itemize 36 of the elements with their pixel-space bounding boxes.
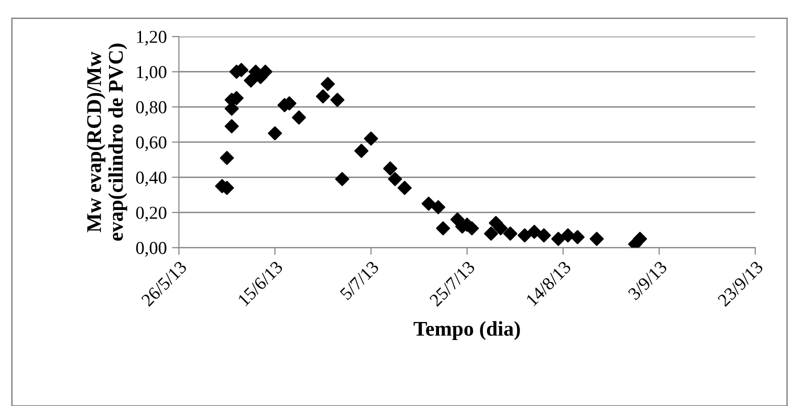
point bbox=[335, 172, 350, 186]
point bbox=[436, 221, 450, 236]
y-tick-label: 0,80 bbox=[136, 101, 166, 116]
point bbox=[536, 228, 551, 242]
point bbox=[518, 228, 532, 242]
point bbox=[632, 232, 648, 246]
point bbox=[494, 221, 508, 236]
point bbox=[431, 200, 446, 214]
point bbox=[316, 89, 330, 104]
point bbox=[244, 73, 258, 88]
point bbox=[388, 172, 402, 186]
point bbox=[590, 232, 604, 246]
point bbox=[354, 144, 368, 158]
point bbox=[422, 196, 436, 211]
point bbox=[364, 132, 378, 146]
point bbox=[292, 110, 306, 125]
point bbox=[320, 76, 335, 92]
point bbox=[220, 150, 234, 165]
y-axis-title: Mw evap(RCD)/Mw evap(cilindro de PVC) bbox=[86, 44, 128, 241]
point bbox=[551, 232, 566, 246]
x-axis-title: Tempo (dia) bbox=[414, 321, 520, 340]
y-tick-label: 0,40 bbox=[136, 172, 166, 186]
point bbox=[224, 119, 239, 134]
y-tick-label: 0,60 bbox=[136, 136, 166, 152]
point bbox=[503, 226, 518, 241]
point bbox=[268, 126, 282, 140]
y-tick-label: 1,20 bbox=[137, 30, 166, 46]
y-tick-label: 0,20 bbox=[136, 206, 166, 222]
y-tick-label: 1,00 bbox=[137, 66, 166, 81]
point bbox=[527, 224, 542, 239]
point bbox=[570, 230, 585, 244]
point bbox=[398, 180, 412, 195]
point bbox=[330, 92, 344, 107]
y-tick-label: 0,00 bbox=[136, 242, 166, 257]
point bbox=[383, 161, 398, 176]
point bbox=[484, 226, 498, 241]
